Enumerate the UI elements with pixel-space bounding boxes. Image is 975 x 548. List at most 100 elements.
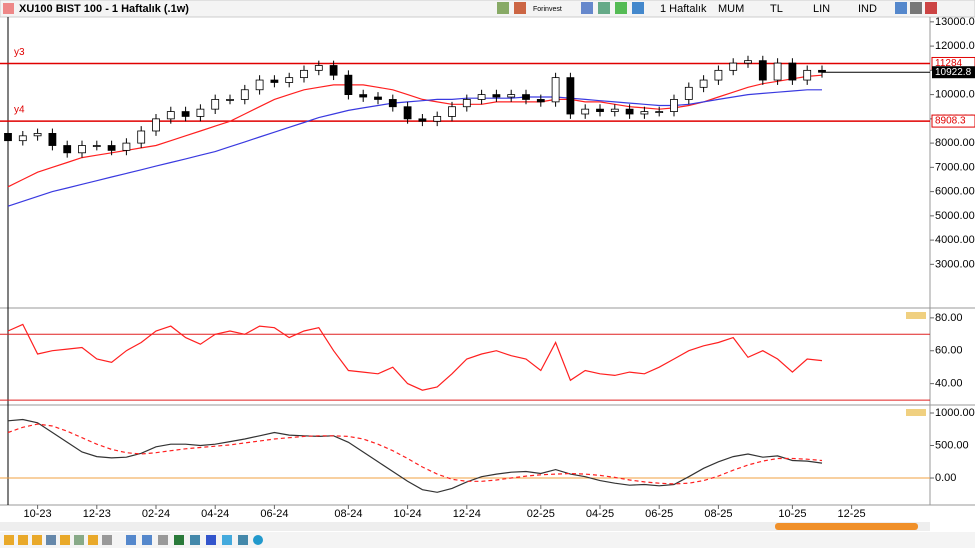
x-tick-label: 12-23 xyxy=(83,508,111,520)
candle-body xyxy=(166,111,175,120)
series-line xyxy=(7,418,823,493)
y-tick-label: 4000.00 xyxy=(935,234,975,246)
scale[interactable]: LIN xyxy=(813,3,830,15)
panel-icon[interactable] xyxy=(906,312,926,319)
candle-body xyxy=(63,145,72,154)
y-tick-label: 3000.00 xyxy=(935,258,975,270)
candle-body xyxy=(92,145,101,147)
candle-body xyxy=(566,77,575,115)
candle-body xyxy=(270,79,279,83)
icon[interactable] xyxy=(174,535,184,545)
candle-body xyxy=(137,130,146,144)
icon[interactable] xyxy=(615,2,627,14)
candle-body xyxy=(492,94,501,98)
icon[interactable] xyxy=(190,535,200,545)
candle-body xyxy=(300,69,308,79)
currency[interactable]: TL xyxy=(770,3,783,15)
icon[interactable] xyxy=(497,2,509,14)
candle-body xyxy=(48,132,57,146)
icon[interactable] xyxy=(222,535,232,545)
candle-body xyxy=(255,79,264,91)
x-tick-label: 06-25 xyxy=(645,508,673,520)
scrollbar-track[interactable] xyxy=(0,522,930,531)
icon[interactable] xyxy=(126,535,136,545)
icon[interactable] xyxy=(598,2,610,14)
icon[interactable] xyxy=(3,3,14,14)
icon[interactable] xyxy=(238,535,248,545)
scrollbar-thumb[interactable] xyxy=(775,523,918,530)
bottom-icons xyxy=(4,535,263,545)
candle-body xyxy=(714,69,723,81)
icon[interactable] xyxy=(18,535,28,545)
icon[interactable] xyxy=(581,2,593,14)
candle-body xyxy=(699,79,708,88)
series-line xyxy=(7,89,822,207)
candle-body xyxy=(684,86,693,100)
candle-body xyxy=(625,108,634,115)
icon[interactable] xyxy=(60,535,70,545)
y-tick-label: 13000.00 xyxy=(935,16,975,28)
icon[interactable] xyxy=(46,535,56,545)
candle-body xyxy=(226,99,234,101)
series-line xyxy=(7,323,823,391)
candle-body xyxy=(4,132,12,142)
chart-title: XU100 BIST 100 - 1 Haftalık (.1w) xyxy=(19,3,189,15)
icon[interactable] xyxy=(514,2,526,14)
candle-body xyxy=(729,62,738,71)
candle-body xyxy=(581,108,590,115)
candle-body xyxy=(181,111,190,117)
icon[interactable] xyxy=(4,535,14,545)
series-line xyxy=(7,74,823,188)
style[interactable]: MUM xyxy=(718,3,744,15)
y-tick-label: 12000.00 xyxy=(935,40,975,52)
x-tick-label: 02-25 xyxy=(527,508,555,520)
y-tick-label: 1000.00 xyxy=(935,407,975,419)
candle-body xyxy=(448,106,456,117)
series-line xyxy=(7,423,823,485)
x-tick-label: 10-23 xyxy=(24,508,52,520)
level-name: y3 xyxy=(14,47,25,58)
level-value: 8908.3 xyxy=(935,116,966,127)
x-tick-label: 12-25 xyxy=(838,508,866,520)
candle-body xyxy=(196,108,205,117)
candle-body xyxy=(803,69,812,81)
candle-body xyxy=(670,99,678,112)
icon[interactable] xyxy=(142,535,152,545)
candle-body xyxy=(211,99,220,110)
level-value: 11284 xyxy=(935,58,963,69)
candle-body xyxy=(462,99,471,108)
candle-body xyxy=(551,77,560,103)
candle-body xyxy=(374,96,382,100)
icon[interactable] xyxy=(74,535,84,545)
candle-body xyxy=(744,60,752,64)
candle-body xyxy=(418,118,427,122)
icon[interactable] xyxy=(102,535,112,545)
y-tick-label: 40.00 xyxy=(935,378,963,390)
x-tick-label: 04-25 xyxy=(586,508,614,520)
period[interactable]: 1 Haftalık xyxy=(660,3,707,15)
icon[interactable] xyxy=(895,2,907,14)
candle-body xyxy=(152,118,160,132)
panel-icon[interactable] xyxy=(906,409,926,416)
level-name: y4 xyxy=(14,105,25,116)
icon[interactable] xyxy=(925,2,937,14)
icon[interactable] xyxy=(206,535,216,545)
candle-body xyxy=(522,94,530,100)
icon[interactable] xyxy=(158,535,168,545)
candle-body xyxy=(314,65,323,71)
candle-body xyxy=(433,116,442,122)
candle-body xyxy=(507,94,516,98)
last-price-box xyxy=(932,66,975,79)
candle-body xyxy=(388,99,397,108)
icon[interactable] xyxy=(253,535,263,545)
icon[interactable] xyxy=(632,2,644,14)
x-tick-label: 08-25 xyxy=(704,508,732,520)
y-tick-label: 60.00 xyxy=(935,345,963,357)
icon[interactable] xyxy=(88,535,98,545)
icon[interactable] xyxy=(32,535,42,545)
x-tick-label: 04-24 xyxy=(201,508,229,520)
icon[interactable] xyxy=(910,2,922,14)
indicators[interactable]: IND xyxy=(858,3,877,15)
x-tick-label: 10-25 xyxy=(778,508,806,520)
